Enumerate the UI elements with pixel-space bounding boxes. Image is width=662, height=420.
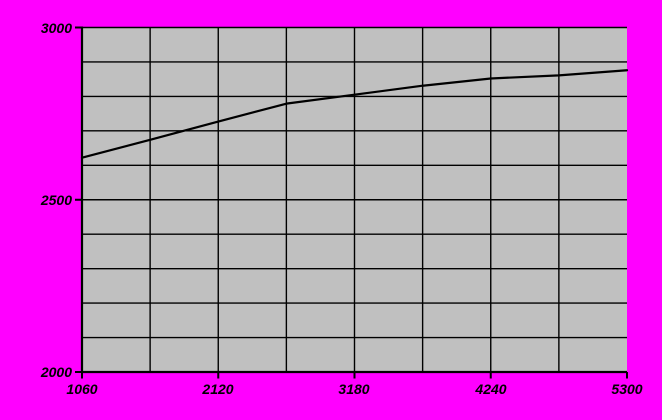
x-tick-label: 5300 — [611, 381, 643, 397]
y-tick-label: 3000 — [40, 20, 72, 36]
y-tick-label: 2000 — [40, 364, 72, 380]
x-tick-label: 3180 — [338, 381, 370, 397]
x-tick-label: 4240 — [475, 381, 507, 397]
gridlines — [82, 26, 627, 372]
y-tick-label: 2500 — [40, 192, 72, 208]
axes — [75, 26, 628, 379]
series-line — [80, 69, 629, 159]
x-tick-label: 1060 — [66, 381, 98, 397]
x-tick-label: 2120 — [202, 381, 234, 397]
